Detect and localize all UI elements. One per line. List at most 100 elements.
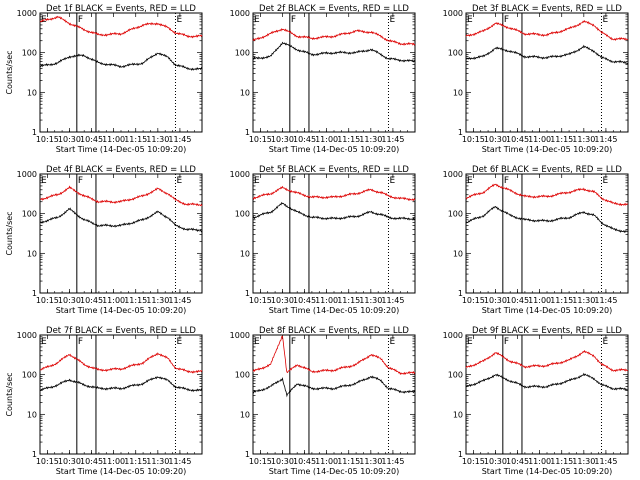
marker-label: E <box>41 337 47 347</box>
x-axis-label: Start Time (14-Dec-05 10:09:20) <box>482 306 613 315</box>
x-tick-label: 10:45 <box>80 296 103 305</box>
marker-label: F <box>291 15 296 25</box>
panel-6: Det 6f BLACK = Events, RED = LLD 1 10 100 10… <box>443 165 629 315</box>
panel-1: Det 1f BLACK = Events, RED = LLD 1 10 100 10… <box>5 4 203 154</box>
x-tick-label: 10:45 <box>80 135 103 144</box>
y-tick-label: 1 <box>32 450 37 459</box>
lld-series-line <box>252 185 416 202</box>
marker-label: E <box>389 176 395 186</box>
x-tick-label: 10:30 <box>484 135 507 144</box>
x-tick-label: 11:15 <box>124 457 147 466</box>
x-axis-label: Start Time (14-Dec-05 10:09:20) <box>482 145 613 154</box>
x-tick-label: 10:45 <box>293 457 316 466</box>
marker-label: E <box>389 15 395 25</box>
x-tick-label: 11:00 <box>102 135 125 144</box>
y-tick-label: 10 <box>453 410 463 419</box>
y-tick-label: 10 <box>27 410 37 419</box>
events-series-line <box>39 375 203 393</box>
marker-label: F <box>291 176 296 186</box>
y-tick-label: 100 <box>448 210 463 219</box>
x-tick-label: 10:45 <box>506 135 529 144</box>
lld-series-line <box>465 183 629 207</box>
x-tick-label: 11:30 <box>146 457 169 466</box>
panel-title: Det 8f BLACK = Events, RED = LLD <box>259 326 409 336</box>
lld-series-line <box>252 335 416 376</box>
marker-label: E <box>467 15 473 25</box>
plot-frame <box>252 173 416 294</box>
x-tick-label: 11:30 <box>359 296 382 305</box>
x-tick-label: 11:00 <box>528 457 551 466</box>
x-axis-label: Start Time (14-Dec-05 10:09:20) <box>269 467 400 476</box>
x-tick-label: 10:45 <box>293 135 316 144</box>
panel-9: Det 9f BLACK = Events, RED = LLD 1 10 100 10… <box>443 326 629 476</box>
y-tick-label: 100 <box>235 371 250 380</box>
x-axis-label: Start Time (14-Dec-05 10:09:20) <box>56 306 187 315</box>
y-tick-label: 100 <box>448 371 463 380</box>
y-tick-label: 10 <box>27 88 37 97</box>
x-tick-label: 11:30 <box>146 296 169 305</box>
events-series-line <box>465 206 629 234</box>
y-tick-label: 1000 <box>17 331 37 340</box>
y-tick-label: 1 <box>245 450 250 459</box>
y-tick-label: 1000 <box>17 9 37 18</box>
y-tick-label: 1 <box>32 128 37 137</box>
marker-label: F <box>291 337 296 347</box>
x-tick-label: 11:00 <box>528 296 551 305</box>
x-tick-label: 11:30 <box>359 135 382 144</box>
panel-title: Det 7f BLACK = Events, RED = LLD <box>46 326 196 336</box>
x-tick-label: 11:45 <box>381 296 404 305</box>
x-tick-label: 11:15 <box>337 296 360 305</box>
x-tick-label: 11:30 <box>572 457 595 466</box>
x-tick-label: 10:30 <box>484 296 507 305</box>
panel-7: Det 7f BLACK = Events, RED = LLD 1 10 100 10… <box>5 326 203 476</box>
lld-series-line <box>465 349 629 372</box>
plot-frame <box>465 12 629 133</box>
x-tick-label: 10:15 <box>249 296 272 305</box>
lld-series-line <box>252 28 416 46</box>
marker-label: E <box>176 337 182 347</box>
x-tick-label: 11:00 <box>102 457 125 466</box>
plot-frame <box>252 12 416 133</box>
y-tick-label: 1 <box>32 289 37 298</box>
x-tick-label: 11:00 <box>315 296 338 305</box>
events-series-line <box>252 201 416 221</box>
x-tick-label: 11:15 <box>124 296 147 305</box>
events-series-line <box>252 375 416 398</box>
marker-label: F <box>504 337 509 347</box>
x-tick-label: 11:30 <box>572 135 595 144</box>
y-axis-label: Counts/sec <box>5 50 14 94</box>
panel-title: Det 6f BLACK = Events, RED = LLD <box>472 165 622 175</box>
y-tick-label: 100 <box>235 210 250 219</box>
events-series-line <box>39 207 203 233</box>
x-tick-label: 10:30 <box>484 457 507 466</box>
lld-series-line <box>465 19 629 41</box>
x-tick-label: 11:00 <box>102 296 125 305</box>
x-tick-label: 11:00 <box>315 457 338 466</box>
panel-title: Det 3f BLACK = Events, RED = LLD <box>472 4 622 14</box>
panel-3: Det 3f BLACK = Events, RED = LLD 1 10 100 10… <box>443 4 629 154</box>
y-tick-label: 1 <box>245 128 250 137</box>
y-tick-label: 1 <box>458 289 463 298</box>
panel-title: Det 5f BLACK = Events, RED = LLD <box>259 165 409 175</box>
marker-label: E <box>467 337 473 347</box>
x-tick-label: 10:15 <box>462 296 485 305</box>
x-axis-label: Start Time (14-Dec-05 10:09:20) <box>56 467 187 476</box>
panel-title: Det 9f BLACK = Events, RED = LLD <box>472 326 622 336</box>
x-tick-label: 11:30 <box>572 296 595 305</box>
x-tick-label: 11:15 <box>337 135 360 144</box>
x-tick-label: 10:30 <box>58 457 81 466</box>
marker-label: E <box>176 15 182 25</box>
y-tick-label: 10 <box>27 249 37 258</box>
x-tick-label: 11:15 <box>550 296 573 305</box>
x-tick-label: 11:30 <box>359 457 382 466</box>
events-series-line <box>465 372 629 391</box>
panel-4: Det 4f BLACK = Events, RED = LLD 1 10 100 10… <box>5 165 203 315</box>
x-tick-label: 10:30 <box>58 296 81 305</box>
x-tick-label: 11:45 <box>168 296 191 305</box>
x-axis-label: Start Time (14-Dec-05 10:09:20) <box>269 306 400 315</box>
y-tick-label: 1000 <box>230 170 250 179</box>
x-tick-label: 10:45 <box>80 457 103 466</box>
x-tick-label: 11:15 <box>337 457 360 466</box>
x-tick-label: 11:45 <box>168 135 191 144</box>
